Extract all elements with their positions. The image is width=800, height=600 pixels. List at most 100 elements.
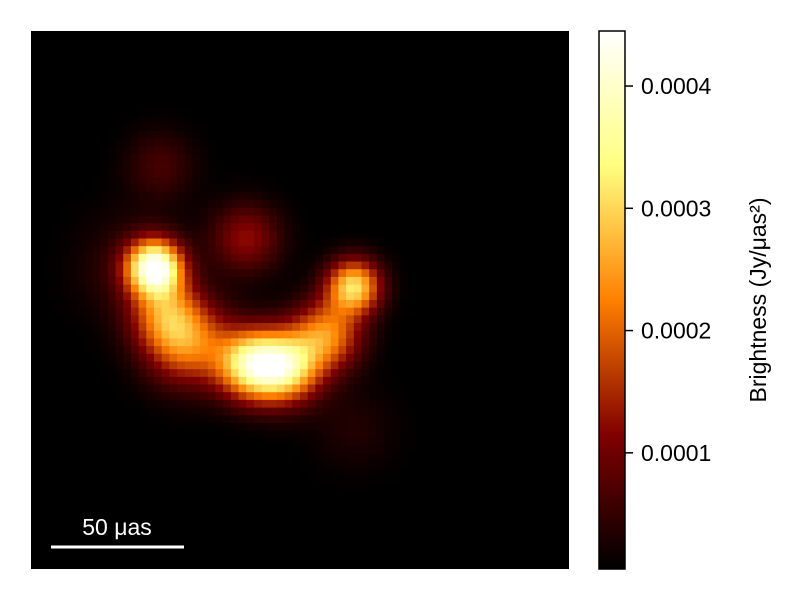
image-pixel: [346, 538, 355, 547]
image-pixel: [238, 184, 247, 193]
image-pixel: [284, 230, 293, 240]
image-pixel: [561, 269, 569, 278]
image-pixel: [238, 346, 247, 355]
image-pixel: [77, 522, 86, 532]
image-pixel: [376, 84, 386, 94]
image-pixel: [92, 492, 101, 501]
image-pixel: [530, 138, 539, 147]
image-pixel: [515, 300, 524, 309]
image-pixel: [422, 430, 432, 439]
image-pixel: [130, 238, 140, 247]
image-pixel: [515, 369, 524, 378]
image-pixel: [315, 430, 324, 439]
image-pixel: [430, 215, 439, 224]
image-pixel: [253, 123, 263, 132]
image-pixel: [153, 161, 163, 170]
image-pixel: [522, 446, 532, 455]
image-pixel: [346, 292, 355, 301]
image-pixel: [177, 476, 186, 486]
image-pixel: [492, 115, 501, 124]
image-pixel: [476, 369, 486, 378]
image-pixel: [192, 553, 201, 562]
image-pixel: [530, 530, 539, 539]
image-pixel: [338, 61, 347, 71]
image-pixel: [123, 369, 132, 378]
image-pixel: [561, 407, 569, 416]
image-pixel: [100, 438, 109, 447]
image-pixel: [223, 92, 232, 101]
image-pixel: [253, 476, 263, 486]
image-pixel: [130, 215, 140, 224]
image-pixel: [538, 430, 547, 439]
image-pixel: [215, 200, 224, 209]
image-pixel: [561, 54, 569, 63]
image-pixel: [453, 292, 462, 301]
image-pixel: [315, 545, 324, 555]
image-pixel: [469, 92, 478, 101]
image-pixel: [54, 561, 63, 569]
image-pixel: [353, 369, 363, 378]
image-pixel: [169, 269, 178, 278]
image-pixel: [115, 69, 124, 78]
image-pixel: [415, 330, 424, 340]
image-pixel: [407, 430, 416, 439]
image-pixel: [161, 246, 170, 255]
image-pixel: [422, 530, 432, 539]
image-pixel: [522, 276, 532, 286]
image-pixel: [238, 92, 247, 101]
image-pixel: [307, 346, 316, 355]
image-pixel: [353, 31, 363, 40]
image-pixel: [269, 461, 278, 470]
image-pixel: [169, 177, 178, 186]
image-pixel: [215, 92, 224, 101]
image-pixel: [84, 346, 94, 355]
image-pixel: [522, 253, 532, 263]
image-pixel: [453, 307, 462, 316]
image-pixel: [269, 300, 278, 309]
image-pixel: [269, 453, 278, 462]
image-pixel: [253, 300, 263, 309]
image-pixel: [177, 484, 186, 493]
image-pixel: [338, 430, 347, 439]
image-pixel: [422, 184, 432, 193]
image-pixel: [300, 261, 309, 270]
image-pixel: [553, 453, 562, 462]
image-pixel: [100, 115, 109, 124]
image-pixel: [384, 438, 393, 447]
image-pixel: [207, 353, 217, 363]
image-pixel: [422, 484, 432, 493]
image-pixel: [115, 422, 124, 432]
image-pixel: [292, 438, 301, 447]
image-pixel: [515, 123, 524, 132]
image-pixel: [422, 492, 432, 501]
image-pixel: [153, 399, 163, 409]
image-pixel: [61, 461, 71, 470]
image-pixel: [415, 553, 424, 562]
image-pixel: [407, 522, 416, 532]
image-pixel: [430, 223, 439, 232]
image-pixel: [507, 292, 516, 301]
image-pixel: [46, 100, 55, 109]
image-pixel: [346, 407, 355, 416]
image-pixel: [407, 469, 416, 478]
image-pixel: [476, 115, 486, 124]
image-pixel: [123, 276, 132, 286]
image-pixel: [31, 330, 40, 340]
image-pixel: [515, 438, 524, 447]
image-pixel: [153, 438, 163, 447]
image-pixel: [545, 69, 555, 78]
image-pixel: [161, 138, 170, 147]
image-pixel: [184, 330, 193, 340]
image-pixel: [238, 453, 247, 462]
image-pixel: [492, 84, 501, 94]
image-pixel: [276, 323, 286, 332]
image-pixel: [330, 292, 340, 301]
image-pixel: [384, 38, 393, 47]
image-pixel: [392, 484, 401, 493]
image-pixel: [177, 54, 186, 63]
image-pixel: [276, 453, 286, 462]
image-pixel: [392, 230, 401, 240]
image-pixel: [292, 507, 301, 516]
image-pixel: [153, 184, 163, 193]
image-pixel: [353, 484, 363, 493]
